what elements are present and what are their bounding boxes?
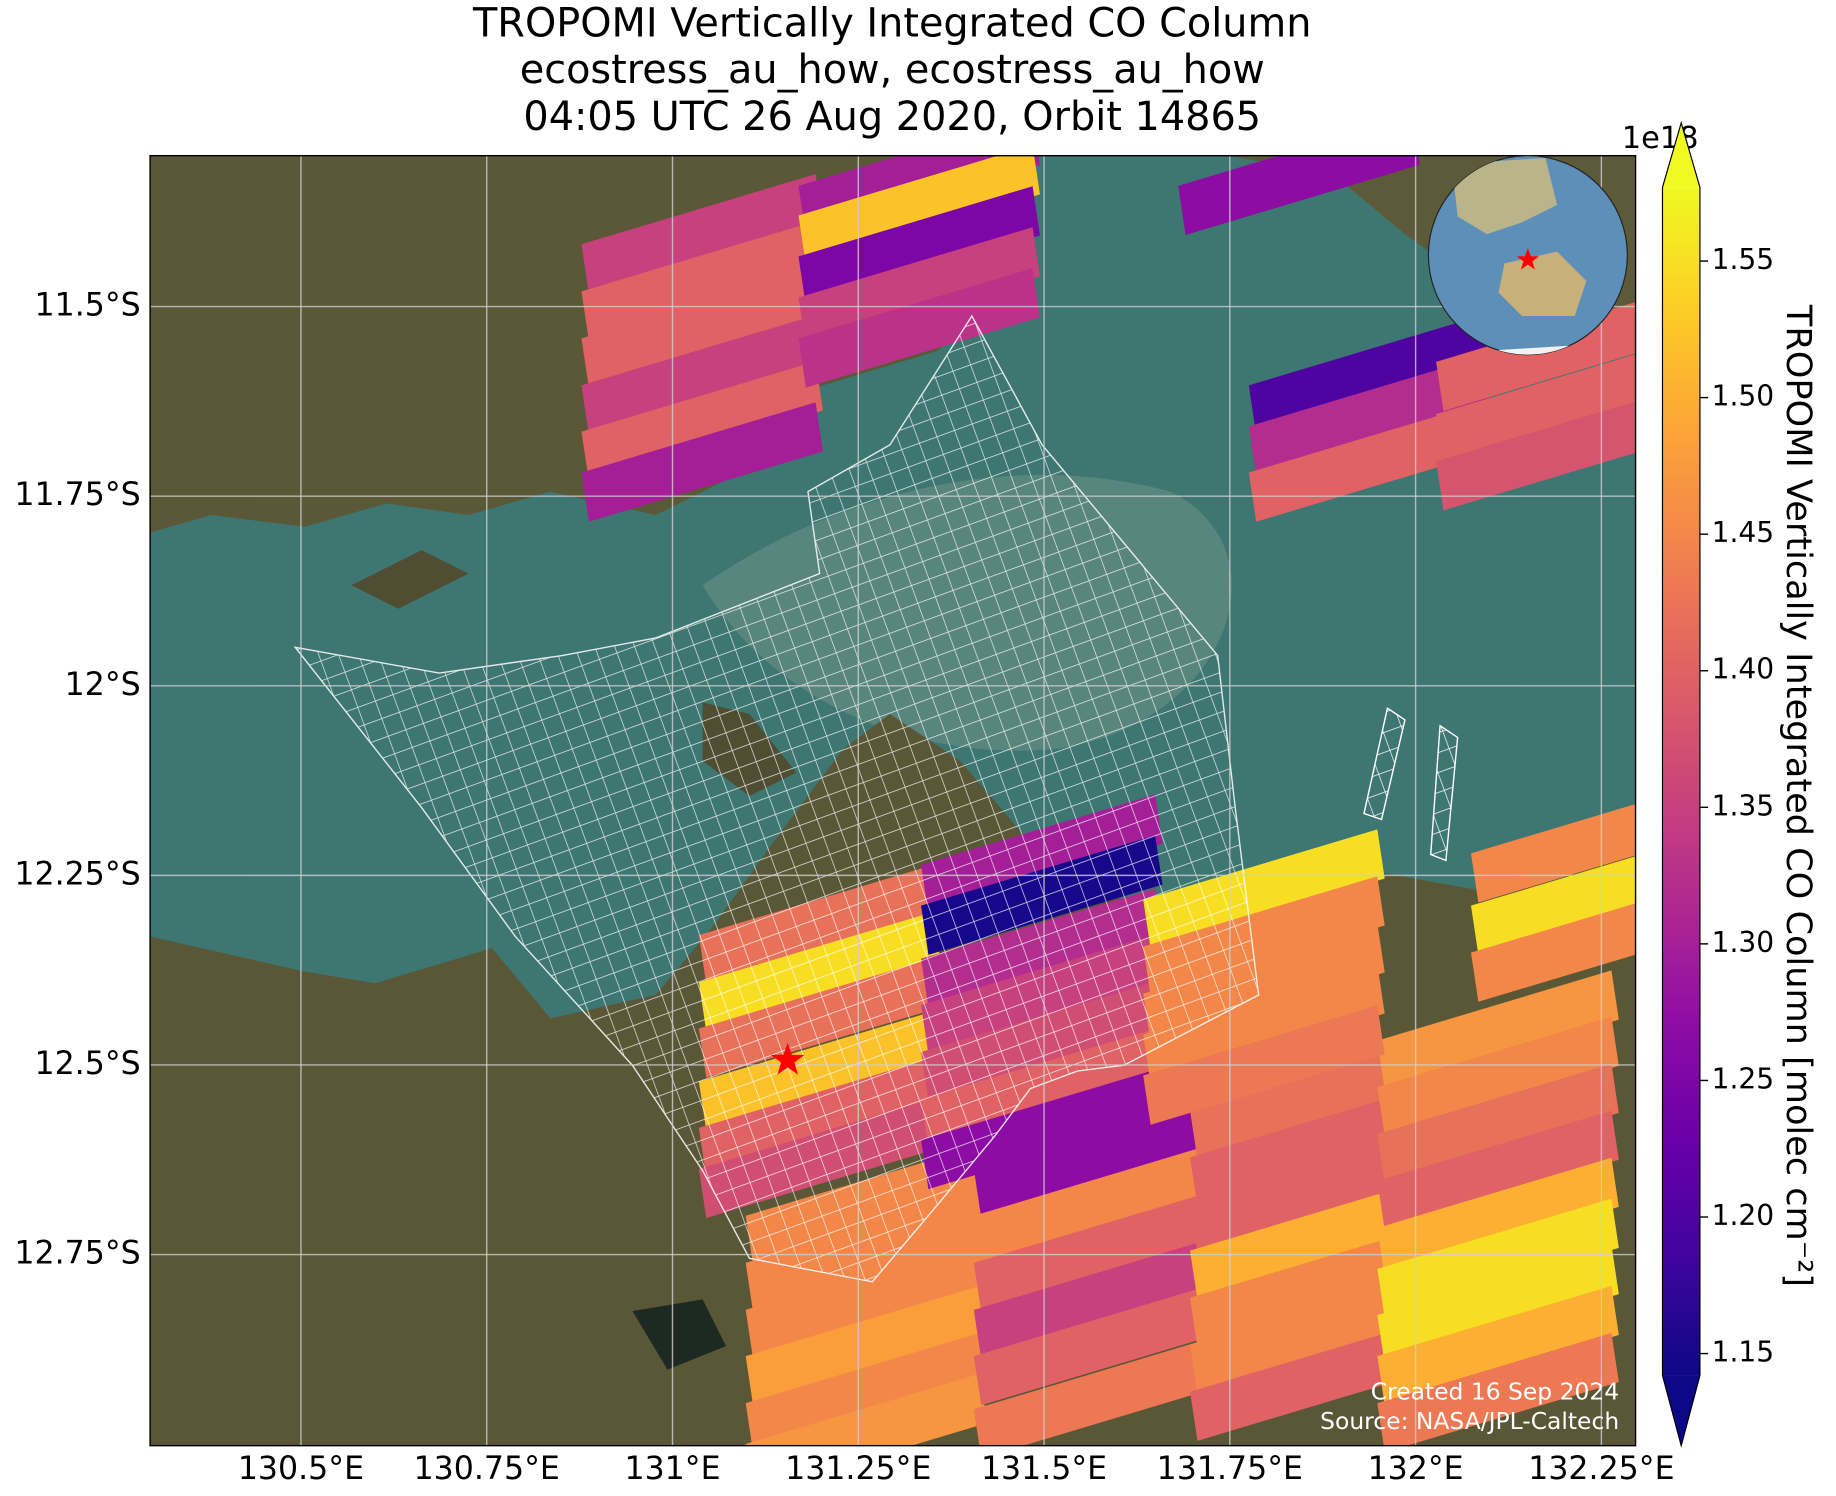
- co-pixel: [1143, 964, 1385, 1084]
- inset-globe: [1427, 155, 1628, 356]
- credits: Created 16 Sep 2024 Source: NASA/JPL-Cal…: [1320, 1377, 1619, 1434]
- colorbar: 1e18 TROPOMI Vertically Integrated CO Co…: [1622, 120, 1819, 1448]
- co-pixel: [1190, 1040, 1432, 1160]
- colorbar-extend: [1662, 1375, 1700, 1446]
- credit-line: Created 16 Sep 2024: [1371, 1377, 1619, 1405]
- island: [351, 550, 469, 609]
- colorbar-tick-label: 1.40: [1712, 653, 1775, 686]
- y-tick-label: 12.5°S: [35, 1046, 141, 1082]
- colorbar-label: TROPOMI Vertically Integrated CO Column …: [1778, 304, 1819, 1287]
- co-pixel: [1436, 401, 1636, 511]
- co-pixel: [1377, 1110, 1619, 1231]
- co-pixel: [973, 1239, 1216, 1360]
- colorbar-tick-label: 1.25: [1712, 1062, 1775, 1095]
- co-pixel: [1190, 1134, 1432, 1254]
- title-line: TROPOMI Vertically Integrated CO Column: [472, 0, 1311, 46]
- co-pixel: [1377, 1016, 1619, 1137]
- co-pixel: [1190, 1087, 1432, 1207]
- co-pixel: [1190, 1274, 1432, 1394]
- co-pixel: [1470, 903, 1636, 1002]
- y-tick-label: 12°S: [65, 667, 141, 703]
- grid-footprint: [1429, 724, 1459, 862]
- colorbar-tick-label: 1.15: [1712, 1336, 1775, 1369]
- co-pixel: [973, 1285, 1216, 1406]
- site-star: [770, 1042, 805, 1075]
- co-pixel: [1190, 1227, 1432, 1347]
- co-pixel: [745, 1239, 988, 1360]
- co-pixel: [1377, 1198, 1619, 1319]
- grid-footprint: [293, 314, 1260, 1283]
- globe-star: [1516, 248, 1539, 270]
- co-pixel: [973, 1145, 1216, 1265]
- colorbar-extend: [1662, 122, 1700, 188]
- x-tick-label: 130.5°E: [238, 1451, 364, 1487]
- colorbar-tick-label: 1.35: [1712, 789, 1775, 822]
- co-pixel: [1178, 155, 1420, 236]
- co-pixel: [1436, 354, 1636, 464]
- co-pixel: [1377, 1285, 1619, 1406]
- x-tick-label: 130.75°E: [414, 1451, 560, 1487]
- co-pixel: [1190, 1321, 1432, 1441]
- colorbar-body: [1662, 187, 1700, 1376]
- co-pixel: [973, 1192, 1216, 1312]
- colorbar-outline: [1661, 120, 1701, 1448]
- co-pixel: [581, 402, 823, 522]
- co-pixel: [1377, 970, 1619, 1090]
- co-pixel: [745, 1332, 988, 1446]
- co-pixel: [1248, 402, 1491, 522]
- y-tick-label: 11.5°S: [35, 288, 141, 324]
- co-pixel: [1248, 315, 1491, 435]
- axes: 130.5°E 130.75°E 131°E 131.25°E 131.5°E 131.7…: [14, 288, 1674, 1488]
- co-pixel: [581, 315, 823, 435]
- title: TROPOMI Vertically Integrated CO Column …: [472, 0, 1311, 140]
- y-tick-label: 12.75°S: [14, 1236, 140, 1272]
- co-pixel: [921, 1069, 1163, 1190]
- lake: [632, 1299, 727, 1370]
- co-pixel: [1248, 356, 1491, 476]
- x-tick-label: 132.25°E: [1528, 1451, 1674, 1487]
- co-pixel: [581, 361, 823, 481]
- co-pixel: [973, 1338, 1216, 1446]
- x-tick-label: 131°E: [624, 1451, 720, 1487]
- ecostress-grid: [293, 314, 1459, 1283]
- co-pixel: [1377, 1332, 1619, 1446]
- colorbar-tick-label: 1.50: [1712, 380, 1775, 413]
- globe-land: [1498, 251, 1587, 317]
- co-pixel: [581, 268, 823, 388]
- x-tick-label: 132°E: [1368, 1451, 1464, 1487]
- y-tick-label: 12.25°S: [14, 856, 140, 892]
- x-tick-label: 131.25°E: [785, 1451, 931, 1487]
- x-tick-label: 131.75°E: [1157, 1451, 1303, 1487]
- co-pixel: [1377, 1157, 1619, 1278]
- grid-footprint: [1363, 707, 1406, 821]
- globe-ice: [1475, 345, 1581, 355]
- globe-land: [1451, 158, 1558, 235]
- co-pixel: [1377, 1244, 1619, 1365]
- colorbar-tick-label: 1.45: [1712, 516, 1775, 549]
- co-pixel: [973, 1098, 1216, 1218]
- credit-line: Source: NASA/JPL-Caltech: [1320, 1407, 1619, 1435]
- y-tick-label: 11.75°S: [14, 477, 140, 513]
- x-tick-label: 131.5°E: [981, 1451, 1107, 1487]
- co-pixel: [581, 174, 823, 294]
- site-marker: [770, 1042, 805, 1075]
- colorbar-tick-label: 1.30: [1712, 926, 1775, 959]
- co-pixel: [1377, 1063, 1619, 1184]
- co-pixel: [1470, 856, 1636, 955]
- co-pixel: [745, 1373, 988, 1446]
- co-pixel: [745, 1285, 988, 1406]
- title-line: 04:05 UTC 26 Aug 2020, Orbit 14865: [523, 94, 1261, 140]
- co-pixel: [1470, 803, 1636, 903]
- colorbar-tick-label: 1.20: [1712, 1199, 1775, 1232]
- graticule: [150, 155, 1636, 1446]
- co-pixel: [581, 221, 823, 341]
- map-frame: [149, 154, 1637, 1447]
- title-line: ecostress_au_how, ecostress_au_how: [520, 47, 1265, 93]
- co-pixel: [1190, 1180, 1432, 1300]
- colorbar-tick-label: 1.55: [1712, 243, 1775, 276]
